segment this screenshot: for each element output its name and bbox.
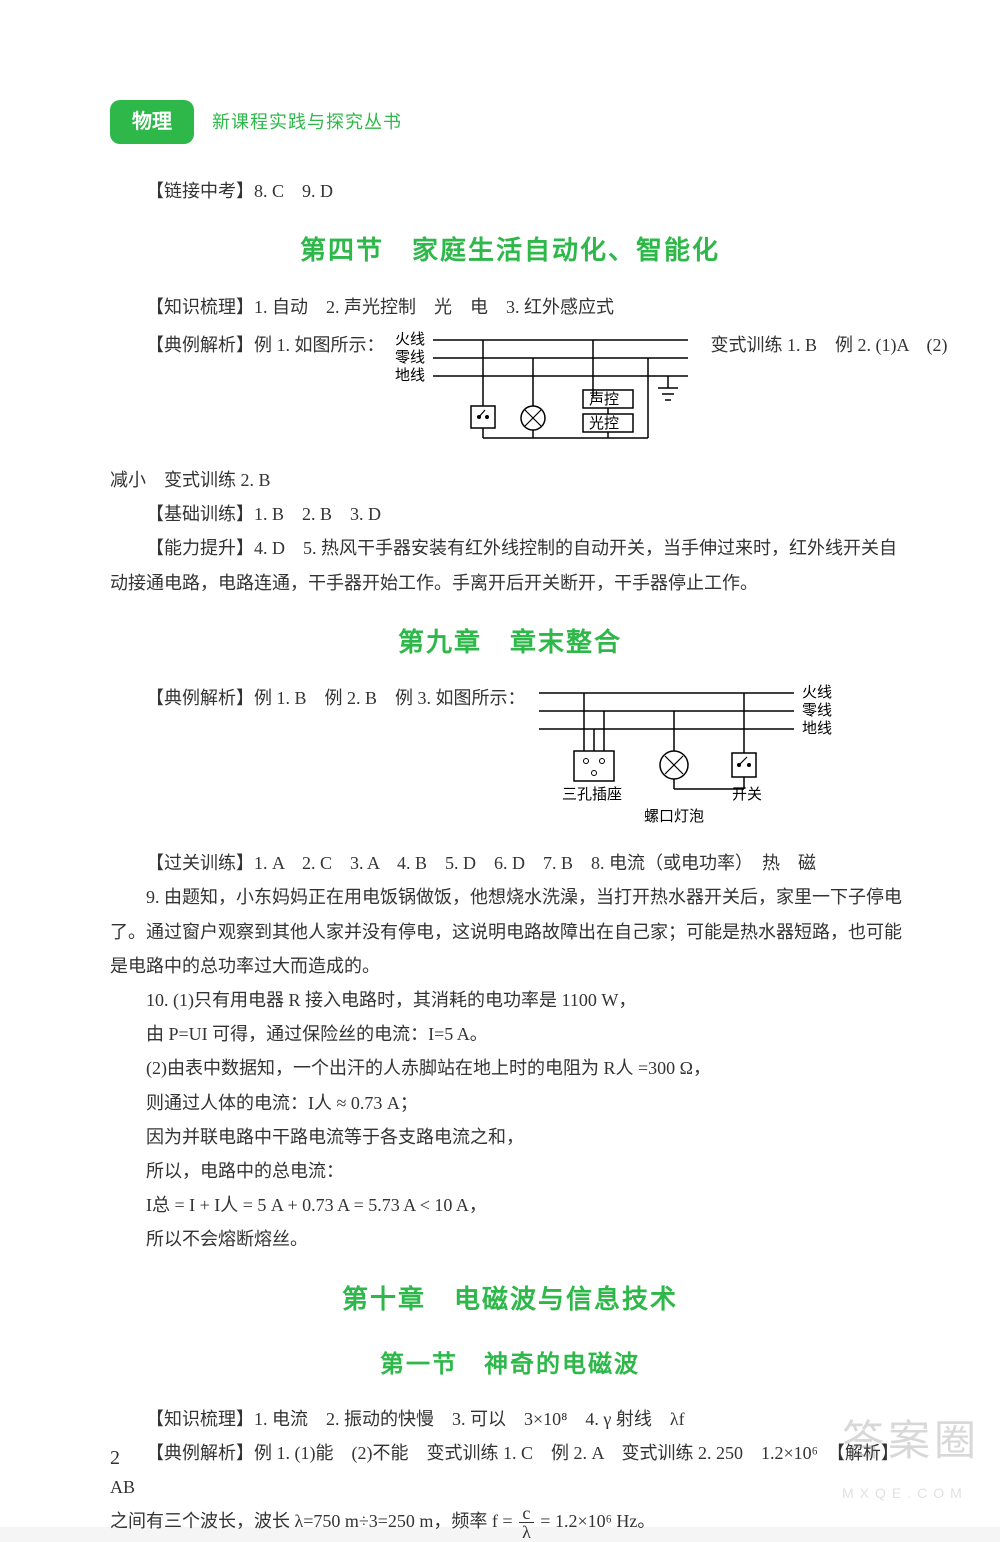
chap9-example-row: 【典例解析】例 1. B 例 2. B 例 3. 如图所示： 火线 零线 地线 … [110,681,910,842]
chapter9-heading: 第九章 章末整合 [110,618,910,667]
chap10-example-line: 【典例解析】例 1. (1)能 (2)不能 变式训练 1. C 例 2. A 变… [110,1436,910,1504]
page: 物理 新课程实践与探究丛书 【链接中考】8. C 9. D 第四节 家庭生活自动… [0,0,1000,1527]
chap10-final-suffix: = 1.2×10⁶ Hz。 [540,1511,655,1531]
chap9-example-prefix: 【典例解析】例 1. B 例 2. B 例 3. 如图所示： [110,681,526,715]
c9-earth: 地线 [802,720,832,737]
label-sheng: 声控 [589,390,619,408]
series-title: 新课程实践与探究丛书 [212,105,402,139]
page-header: 物理 新课程实践与探究丛书 [110,100,910,144]
frac-den: λ [519,1523,534,1541]
chap9-q10c: (2)由表中数据知，一个出汗的人赤脚站在地上时的电阻为 R人 =300 Ω， [110,1051,910,1085]
chap9-q10g: I总 = I + I人 = 5 A + 0.73 A = 5.73 A < 10… [110,1188,910,1222]
chap9-q10h: 所以不会熔断熔丝。 [110,1222,910,1256]
fraction-c-over-lambda: c λ [519,1504,534,1541]
section4-heading: 第四节 家庭生活自动化、智能化 [110,226,910,275]
c9-neutral: 零线 [802,702,832,719]
sec4-example-suffix: 变式训练 1. B 例 2. (1)A (2) [711,328,948,362]
subject-badge: 物理 [110,100,194,144]
chap9-q9: 9. 由题知，小东妈妈正在用电饭锅做饭，他想烧水洗澡，当打开热水器开关后，家里一… [110,880,910,983]
c9-socket-label: 三孔插座 [562,786,622,803]
chap9-circuit-diagram: 火线 零线 地线 三孔插座 螺口灯泡 [534,681,864,842]
label-guang: 光控 [589,415,619,432]
label-fire: 火线 [395,331,425,348]
chapter10-sec1-heading: 第一节 神奇的电磁波 [110,1342,910,1388]
sec4-base-training: 【基础训练】1. B 2. B 3. D [110,497,910,531]
chap9-q10a: 10. (1)只有用电器 R 接入电路时，其消耗的电功率是 1100 W， [110,983,910,1017]
sec4-ability: 【能力提升】4. D 5. 热风干手器安装有红外线控制的自动开关，当手伸过来时，… [110,531,910,599]
sec4-knowledge: 【知识梳理】1. 自动 2. 声光控制 光 电 3. 红外感应式 [110,290,910,324]
c9-bulb-label: 螺口灯泡 [644,808,704,825]
chap10-final-prefix: 之间有三个波长，波长 λ=750 m÷3=250 m，频率 f = [110,1511,513,1531]
sec4-after-diagram: 减小 变式训练 2. B [110,463,910,497]
chap9-q10d: 则通过人体的电流：I人 ≈ 0.73 A； [110,1086,910,1120]
page-number: 2 [110,1439,120,1477]
label-earth: 地线 [395,367,425,384]
c9-fire: 火线 [802,684,832,701]
sec4-circuit-diagram: 火线 零线 地线 [393,328,693,459]
sec4-example-prefix: 【典例解析】例 1. 如图所示： [110,328,385,362]
chap10-knowledge: 【知识梳理】1. 电流 2. 振动的快慢 3. 可以 3×10⁸ 4. γ 射线… [110,1402,910,1436]
chap9-q10b: 由 P=UI 可得，通过保险丝的电流：I=5 A。 [110,1017,910,1051]
c9-switch-label: 开关 [732,786,762,803]
top-link-exam: 【链接中考】8. C 9. D [110,174,910,208]
chap9-pass-training: 【过关训练】1. A 2. C 3. A 4. B 5. D 6. D 7. B… [110,846,910,880]
chap10-final-line: 之间有三个波长，波长 λ=750 m÷3=250 m，频率 f = c λ = … [110,1504,910,1541]
chap9-q10f: 所以，电路中的总电流： [110,1154,910,1188]
sec4-example-row: 【典例解析】例 1. 如图所示： 火线 零线 地线 [110,328,910,459]
label-neutral: 零线 [395,349,425,366]
chapter10-heading: 第十章 电磁波与信息技术 [110,1275,910,1324]
chap9-q10e: 因为并联电路中干路电流等于各支路电流之和， [110,1120,910,1154]
frac-num: c [519,1504,534,1523]
